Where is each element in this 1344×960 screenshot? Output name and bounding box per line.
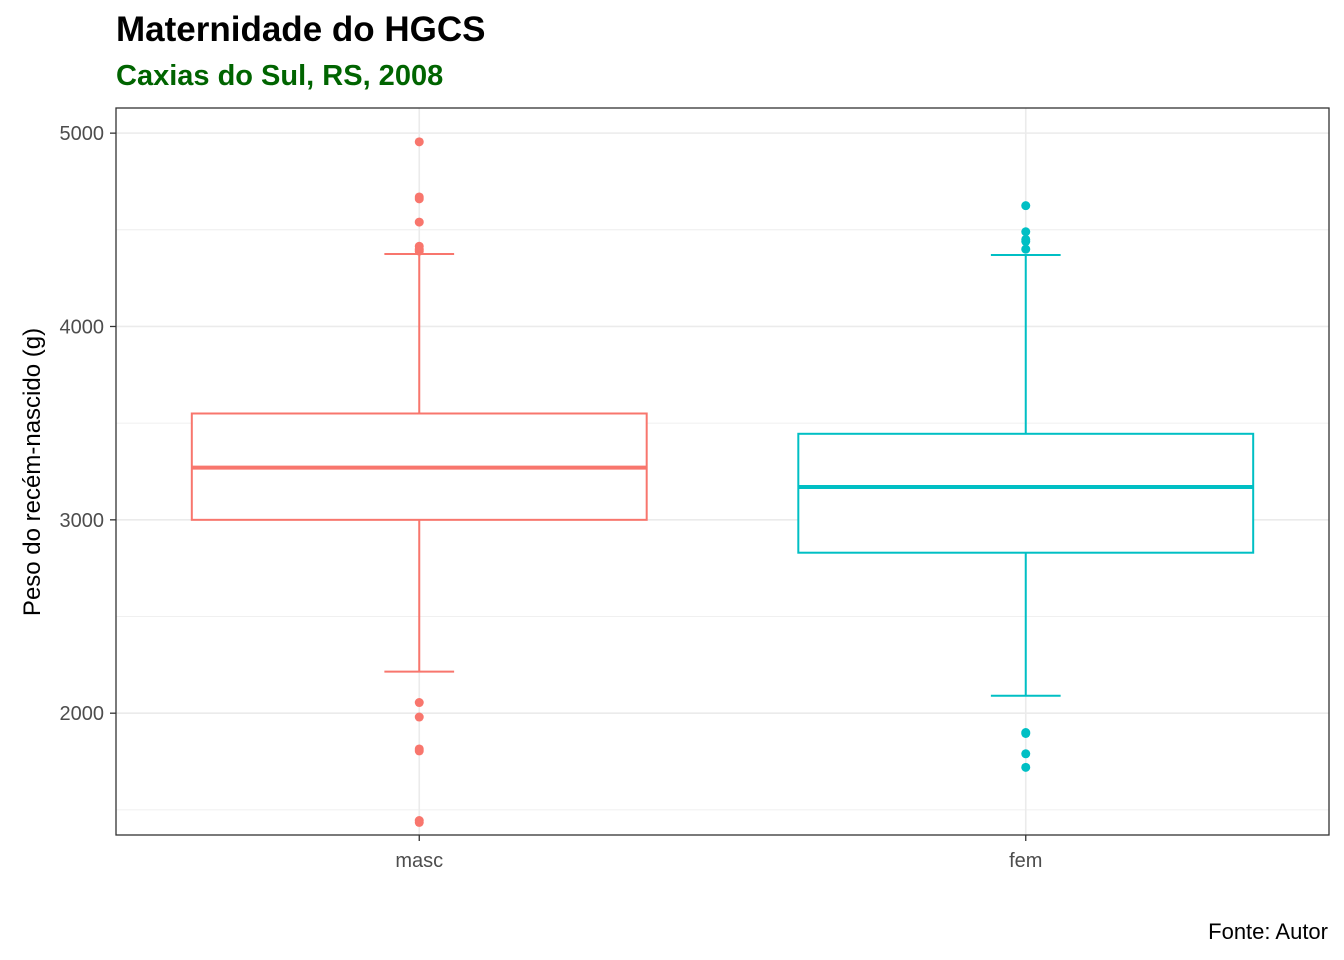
panel-border	[115, 107, 1330, 836]
x-tick-label-fem: fem	[1009, 850, 1042, 872]
outlier-point-masc-3	[414, 217, 424, 227]
outlier-point-masc-12	[414, 817, 424, 827]
chart-caption: Fonte: Autor	[1208, 919, 1328, 944]
y-tick-label-4000: 4000	[60, 316, 105, 338]
y-tick-label-5000: 5000	[60, 123, 105, 145]
y-axis-title: Peso do recém-nascido (g)	[19, 328, 46, 616]
outlier-point-masc-0	[414, 137, 424, 147]
outlier-point-fem-6	[1021, 728, 1031, 738]
iqr-box-fem	[797, 432, 1255, 554]
y-tick-label-3000: 3000	[60, 510, 105, 532]
outlier-point-fem-3	[1021, 236, 1031, 246]
outlier-point-masc-7	[414, 698, 424, 708]
outlier-point-fem-0	[1021, 201, 1031, 211]
box-fem	[797, 201, 1255, 772]
chart-subtitle: Caxias do Sul, RS, 2008	[116, 60, 444, 92]
y-tick-label-2000: 2000	[60, 703, 105, 725]
outlier-point-fem-4	[1021, 244, 1031, 254]
chart-title: Maternidade do HGCS	[116, 10, 486, 49]
outlier-point-fem-8	[1021, 762, 1031, 772]
box-masc	[190, 137, 648, 827]
plot-marks	[190, 137, 1255, 827]
x-tick-label-masc: masc	[395, 850, 443, 872]
outlier-point-masc-10	[414, 746, 424, 756]
outlier-point-masc-2	[414, 194, 424, 204]
axes: 2000 3000 4000 5000 masc fem	[60, 123, 1043, 872]
outlier-point-masc-8	[414, 712, 424, 722]
outlier-point-fem-7	[1021, 749, 1031, 759]
outlier-point-masc-6	[414, 246, 424, 256]
outlier-point-fem-1	[1021, 227, 1031, 237]
